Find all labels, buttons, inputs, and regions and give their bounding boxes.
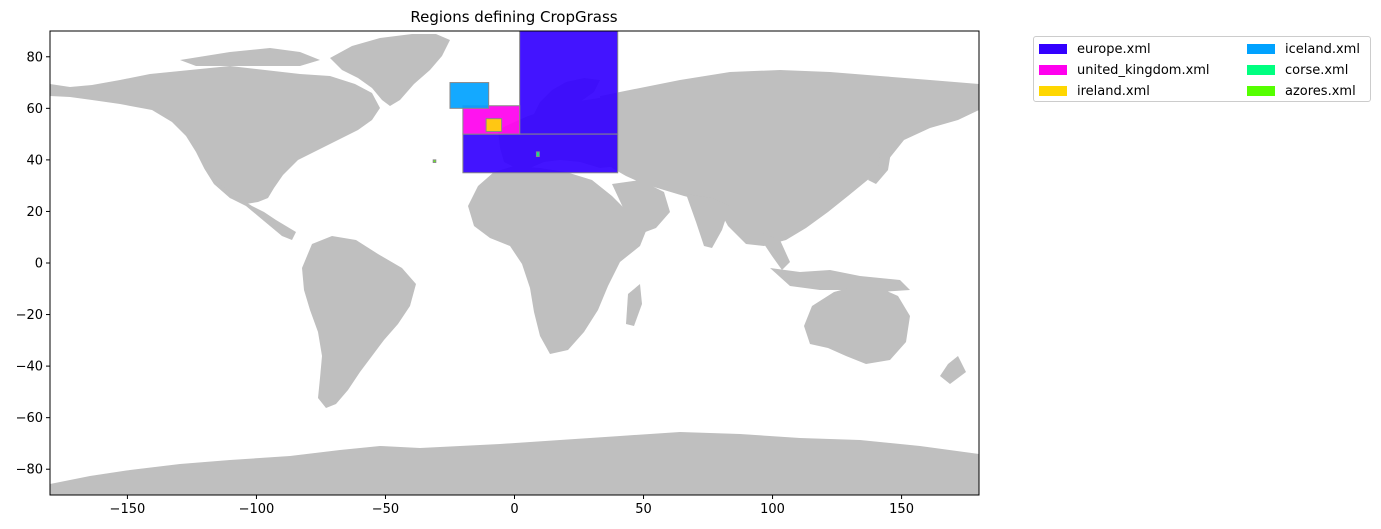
region-europe-box — [519, 31, 619, 135]
land-india — [686, 194, 730, 248]
legend-swatch — [1039, 65, 1067, 75]
land-indonesia — [770, 268, 910, 292]
legend-item: united_kingdom.xml — [1039, 60, 1210, 80]
y-tick-label: −20 — [16, 308, 43, 323]
region-azores-box — [432, 159, 437, 163]
legend-swatch — [1247, 86, 1275, 96]
y-axis: 80 60 40 20 0 −20 −40 −60 −80 — [16, 50, 50, 478]
land-se-asia — [760, 232, 790, 270]
land-australia — [804, 286, 910, 364]
chart-title: Regions defining CropGrass — [410, 8, 617, 26]
legend: europe.xml united_kingdom.xml ireland.xml i… — [1033, 36, 1371, 102]
legend-item: corse.xml — [1247, 60, 1348, 80]
region-corse-box — [535, 151, 540, 158]
land-arabia — [612, 180, 670, 234]
legend-swatch — [1039, 86, 1067, 96]
legend-label: iceland.xml — [1285, 41, 1360, 57]
legend-item: iceland.xml — [1247, 39, 1360, 59]
legend-label: corse.xml — [1285, 62, 1349, 78]
legend-item: ireland.xml — [1039, 81, 1150, 101]
land-north-america — [50, 66, 380, 204]
legend-label: europe.xml — [1077, 41, 1151, 57]
x-tick-label: 150 — [889, 502, 914, 517]
legend-label: ireland.xml — [1077, 83, 1150, 99]
map-plot-area — [50, 31, 979, 495]
x-tick-label: 0 — [510, 502, 518, 517]
land-south-america — [302, 236, 416, 408]
region-boxes — [432, 31, 619, 174]
x-tick-label: 100 — [760, 502, 785, 517]
y-tick-label: 0 — [35, 257, 43, 272]
land-antarctica — [50, 432, 979, 495]
legend-swatch — [1247, 44, 1275, 54]
land-africa — [468, 166, 648, 354]
land-new-zealand — [940, 356, 966, 384]
legend-swatch — [1247, 65, 1275, 75]
x-tick-label: −100 — [239, 502, 275, 517]
y-tick-label: 40 — [26, 153, 43, 168]
region-europe-box — [462, 133, 619, 174]
y-tick-label: −80 — [16, 463, 43, 478]
legend-item: azores.xml — [1247, 81, 1356, 101]
land-madagascar — [626, 284, 642, 326]
y-tick-label: 20 — [26, 205, 43, 220]
region-iceland-box — [449, 82, 490, 109]
land-japan — [868, 146, 892, 184]
land-greenland — [330, 34, 450, 106]
land-arctic-islands — [180, 48, 320, 66]
y-tick-label: 80 — [26, 50, 43, 65]
x-axis: −150 −100 −50 0 50 100 150 — [110, 495, 914, 517]
legend-swatch — [1039, 44, 1067, 54]
x-tick-label: 50 — [635, 502, 652, 517]
y-tick-label: 60 — [26, 102, 43, 117]
legend-label: united_kingdom.xml — [1077, 62, 1210, 78]
y-tick-label: −60 — [16, 411, 43, 426]
y-tick-label: −40 — [16, 360, 43, 375]
x-tick-label: −150 — [110, 502, 146, 517]
land-central-america — [204, 168, 296, 240]
x-tick-label: −50 — [372, 502, 399, 517]
region-ireland-box — [485, 118, 503, 133]
land-asia — [600, 70, 979, 246]
legend-item: europe.xml — [1039, 39, 1151, 59]
legend-label: azores.xml — [1285, 83, 1356, 99]
